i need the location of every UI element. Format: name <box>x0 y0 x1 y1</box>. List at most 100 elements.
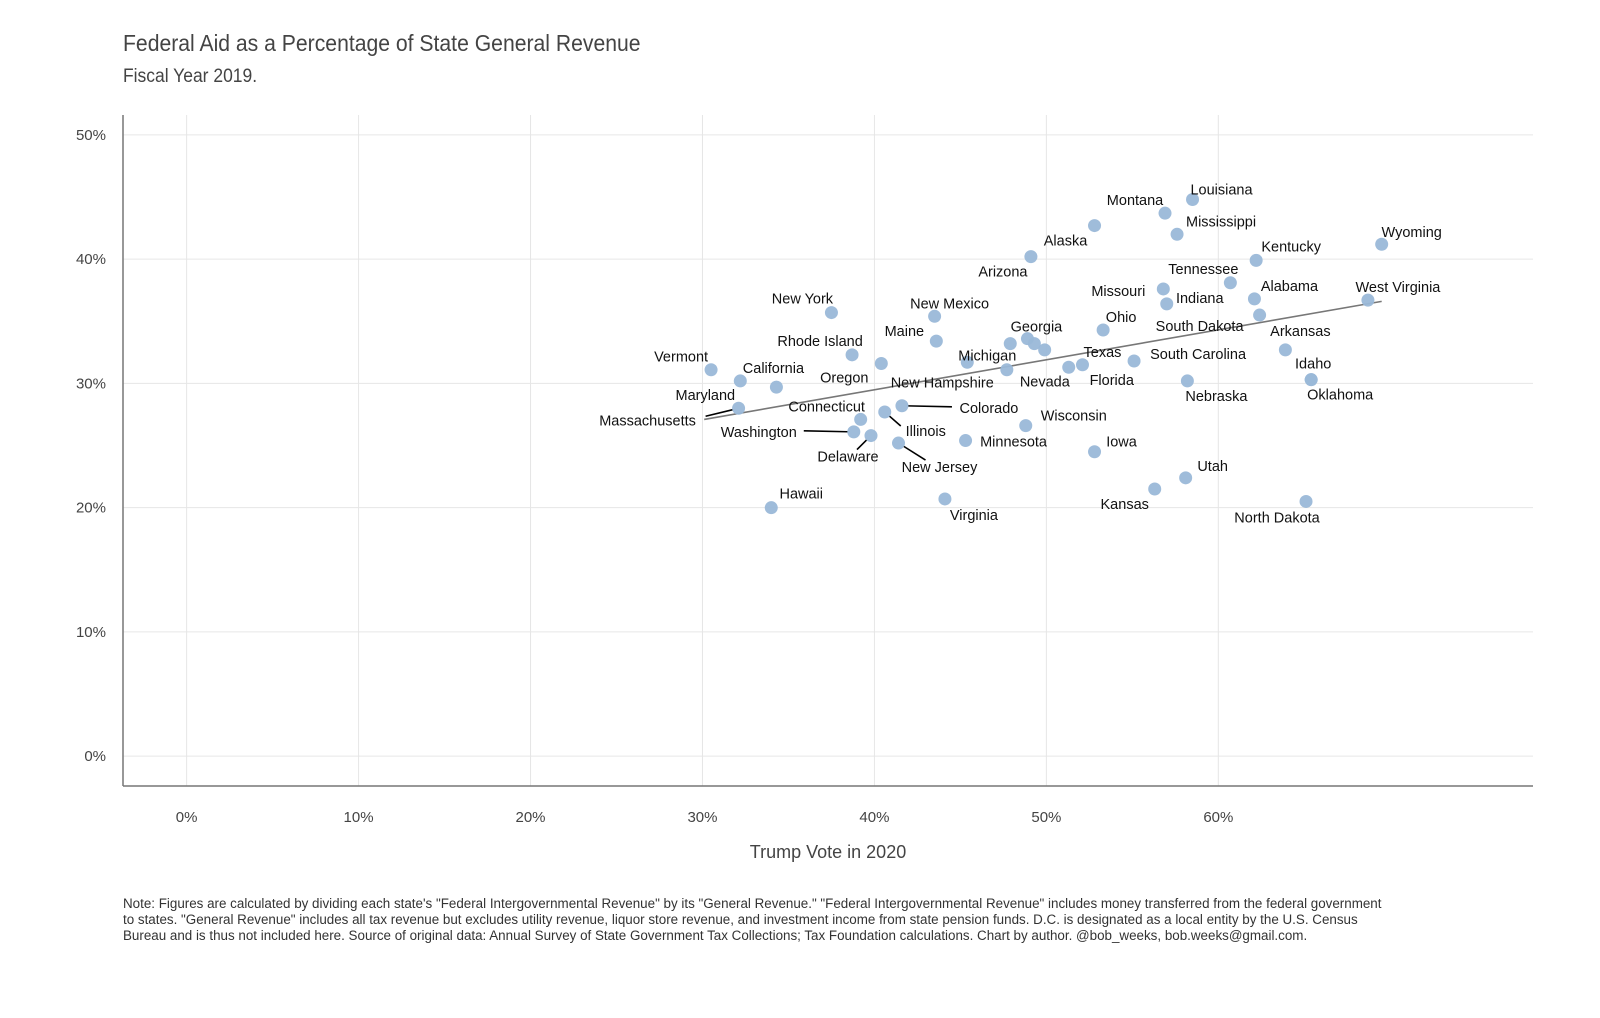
data-point <box>1249 253 1263 267</box>
x-tick-label: 40% <box>859 809 889 826</box>
data-point <box>824 306 838 320</box>
point-label: Utah <box>1197 459 1228 475</box>
data-point <box>1247 292 1261 306</box>
data-point <box>733 374 747 388</box>
data-point <box>1304 373 1318 387</box>
label-leader-line <box>907 405 952 408</box>
point-label: Kentucky <box>1261 239 1321 255</box>
y-tick-label: 50% <box>76 127 106 144</box>
data-point <box>1361 293 1375 307</box>
data-point <box>704 363 718 377</box>
data-point <box>1088 445 1102 459</box>
point-label: Wyoming <box>1382 225 1442 241</box>
data-point <box>1038 343 1052 357</box>
data-point <box>1062 360 1076 374</box>
point-label: Texas <box>1084 345 1122 361</box>
point-label: Nebraska <box>1185 389 1248 405</box>
data-point <box>1027 337 1041 351</box>
x-axis-label: Trump Vote in 2020 <box>750 842 906 862</box>
data-point <box>1223 276 1237 290</box>
data-point <box>864 429 878 443</box>
data-point <box>895 399 909 413</box>
x-tick-label: 10% <box>344 809 374 826</box>
point-label: Illinois <box>906 424 946 440</box>
data-point <box>928 309 942 323</box>
point-label: Virginia <box>950 508 999 524</box>
point-label: New Mexico <box>910 296 989 312</box>
point-label: Arizona <box>978 265 1028 281</box>
data-point <box>1170 227 1184 241</box>
chart-note: Note: Figures are calculated by dividing… <box>123 896 1382 943</box>
point-label: Missouri <box>1091 284 1145 300</box>
data-point <box>1179 471 1193 485</box>
point-label: Alaska <box>1044 234 1088 250</box>
data-point <box>938 492 952 506</box>
data-point <box>764 501 778 515</box>
data-point <box>892 436 905 450</box>
data-point <box>1003 337 1017 351</box>
point-label: Mississippi <box>1186 214 1256 230</box>
data-point <box>1278 343 1292 357</box>
point-label: Ohio <box>1106 310 1137 326</box>
point-label: New Hampshire <box>891 375 994 391</box>
trend-line <box>704 300 1382 421</box>
x-tick-label: 0% <box>176 809 198 826</box>
point-label: Wisconsin <box>1041 409 1107 425</box>
point-label: Connecticut <box>788 399 865 415</box>
point-label: West Virginia <box>1355 280 1441 296</box>
data-point <box>929 334 943 348</box>
point-label: South Dakota <box>1156 319 1245 335</box>
data-point <box>1088 219 1102 233</box>
data-point <box>1186 192 1200 206</box>
point-label: Massachusetts <box>599 413 696 429</box>
point-label: Delaware <box>817 450 878 466</box>
data-point <box>1148 482 1162 496</box>
point-label: Washington <box>721 425 797 441</box>
point-label: Georgia <box>1011 320 1064 336</box>
label-leader-line <box>856 439 868 451</box>
data-point <box>769 380 783 394</box>
point-label: Montana <box>1107 193 1164 209</box>
point-label: Tennessee <box>1168 262 1238 278</box>
point-label: Arkansas <box>1270 324 1330 340</box>
x-tick-label: 50% <box>1031 809 1061 826</box>
data-point <box>1096 323 1110 337</box>
point-label: Minnesota <box>980 435 1048 451</box>
chart-title: Federal Aid as a Percentage of State Gen… <box>123 30 641 56</box>
data-point <box>1075 358 1089 372</box>
point-label: Florida <box>1090 373 1135 389</box>
data-point <box>1024 250 1038 264</box>
x-tick-label: 20% <box>516 809 546 826</box>
point-label: Indiana <box>1176 291 1225 307</box>
data-point <box>732 401 746 415</box>
point-label: Louisiana <box>1190 182 1253 198</box>
data-point <box>1158 206 1172 220</box>
point-label: Kansas <box>1101 497 1149 513</box>
point-label: Maine <box>885 324 925 340</box>
y-tick-label: 20% <box>76 500 106 517</box>
chart-subtitle: Fiscal Year 2019. <box>123 66 258 87</box>
point-label: California <box>743 361 805 377</box>
point-label: Alabama <box>1261 279 1319 295</box>
point-label: Iowa <box>1106 435 1138 451</box>
point-label: Maryland <box>675 388 735 404</box>
point-label: Vermont <box>654 350 708 366</box>
data-point <box>854 412 868 426</box>
data-point <box>847 425 861 439</box>
label-leader-line <box>888 415 902 427</box>
point-label: Idaho <box>1295 357 1331 373</box>
point-label: Nevada <box>1020 375 1071 391</box>
point-label: Colorado <box>960 401 1019 417</box>
point-label: Rhode Island <box>777 334 862 350</box>
y-tick-label: 10% <box>76 624 106 641</box>
x-tick-label: 30% <box>687 809 717 826</box>
label-leader-line <box>803 430 848 433</box>
data-point <box>1160 297 1174 311</box>
data-point <box>1156 282 1170 296</box>
y-tick-label: 40% <box>76 251 106 268</box>
data-point <box>874 357 888 371</box>
y-tick-label: 0% <box>84 748 106 765</box>
data-point <box>960 355 974 369</box>
x-tick-label: 60% <box>1203 809 1233 826</box>
